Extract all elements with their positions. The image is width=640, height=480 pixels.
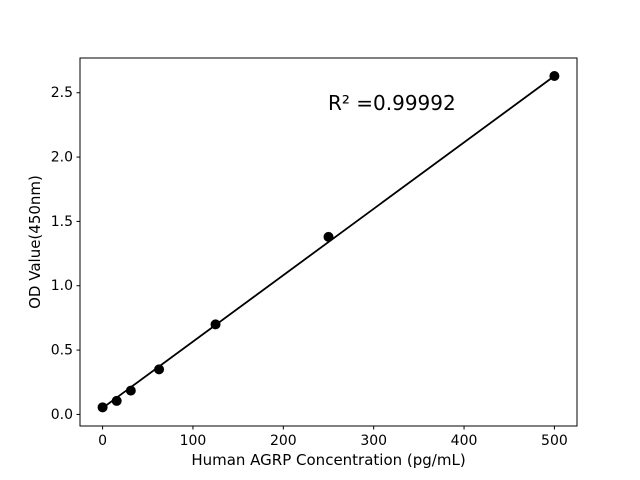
y-tick-label: 2.5 bbox=[51, 85, 73, 101]
x-tick-label: 0 bbox=[98, 433, 107, 449]
data-point bbox=[97, 402, 108, 413]
data-point bbox=[154, 364, 165, 375]
data-point bbox=[125, 385, 136, 396]
x-tick-label: 400 bbox=[451, 433, 478, 449]
data-point bbox=[323, 231, 334, 242]
data-point bbox=[111, 395, 122, 406]
x-tick-label: 100 bbox=[180, 433, 207, 449]
data-point bbox=[210, 319, 221, 330]
r-squared-annotation: R² =0.99992 bbox=[328, 91, 456, 115]
y-tick-label: 0.5 bbox=[51, 343, 73, 359]
y-tick-label: 0.0 bbox=[51, 407, 73, 423]
data-point bbox=[549, 71, 560, 82]
y-tick-label: 1.0 bbox=[51, 278, 73, 294]
x-tick-label: 500 bbox=[541, 433, 568, 449]
y-tick-label: 2.0 bbox=[51, 150, 73, 166]
plot-area bbox=[79, 57, 578, 427]
y-axis-label: OD Value(450nm) bbox=[26, 175, 44, 309]
x-axis-label: Human AGRP Concentration (pg/mL) bbox=[191, 451, 465, 469]
fit-line bbox=[102, 75, 555, 409]
y-tick-label: 1.5 bbox=[51, 214, 73, 230]
x-tick-label: 200 bbox=[270, 433, 297, 449]
x-tick-label: 300 bbox=[360, 433, 387, 449]
